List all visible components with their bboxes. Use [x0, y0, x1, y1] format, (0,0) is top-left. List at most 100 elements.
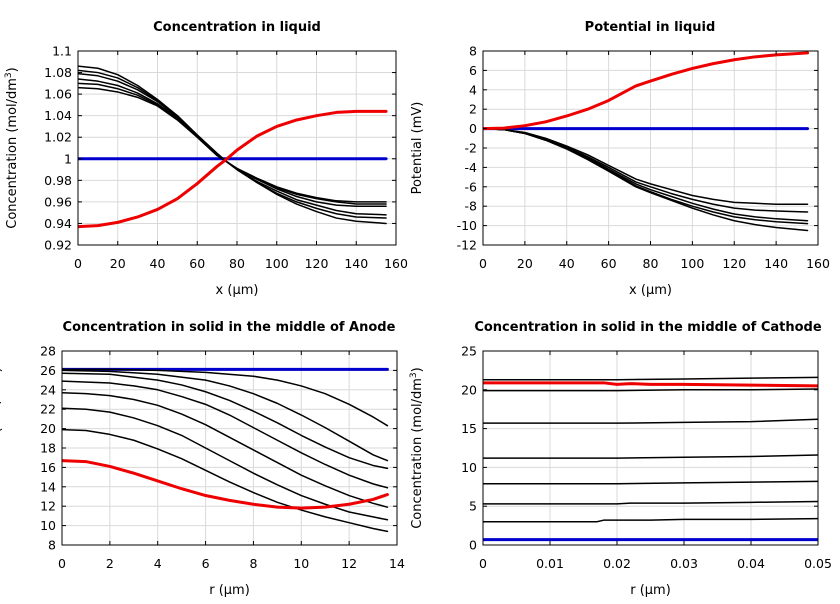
x-tick-label: 140	[344, 256, 368, 271]
x-tick-label: 20	[110, 256, 126, 271]
x-axis-label: r (µm)	[209, 583, 250, 598]
y-tick-label: 15	[461, 421, 477, 436]
y-tick-label: 25	[461, 344, 477, 359]
y-tick-label: 10	[40, 518, 56, 533]
chart-title: Potential in liquid	[585, 20, 716, 35]
x-tick-label: 10	[293, 556, 309, 571]
y-axis-label: Concentration (mol/dm3)	[4, 67, 20, 229]
series-line-t3	[483, 480, 818, 485]
y-tick-label: 1.08	[44, 65, 72, 80]
y-tick-label: -6	[465, 179, 478, 194]
y-tick-label: 26	[40, 363, 56, 378]
series-line-t2	[483, 500, 818, 505]
y-tick-label: 20	[461, 382, 477, 397]
x-axis-label: x (µm)	[216, 283, 259, 298]
y-tick-label: 12	[40, 499, 56, 514]
x-tick-label: 0	[58, 556, 66, 571]
x-axis-label: x (µm)	[629, 283, 672, 298]
series-line-t6	[78, 86, 387, 203]
x-tick-label: 0.05	[804, 556, 832, 571]
y-tick-label: 1.1	[52, 44, 72, 59]
series-line-t4	[483, 454, 818, 459]
x-tick-label: 80	[229, 256, 245, 271]
x-tick-label: 120	[305, 256, 329, 271]
x-tick-label: 40	[559, 256, 575, 271]
x-axis-label: r (µm)	[630, 583, 671, 598]
series-line-t3	[78, 72, 387, 216]
x-tick-label: 140	[764, 256, 788, 271]
x-tick-label: 160	[384, 256, 408, 271]
x-tick-label: 0	[479, 256, 487, 271]
y-tick-label: 1.02	[44, 130, 72, 145]
x-tick-label: 20	[517, 256, 533, 271]
y-tick-label: 0	[469, 121, 477, 136]
series-line-t-final	[78, 109, 388, 229]
x-tick-label: 0	[479, 556, 487, 571]
x-tick-label: 12	[341, 556, 357, 571]
series-line-t2	[62, 369, 389, 462]
y-tick-label: -10	[457, 218, 477, 233]
y-tick-label: 24	[40, 382, 56, 397]
series-line-t5	[62, 391, 389, 508]
series-line-t5	[78, 82, 387, 205]
y-tick-label: 0	[469, 538, 477, 553]
series-line-t1	[62, 368, 389, 427]
x-tick-label: 0.01	[536, 556, 564, 571]
y-tick-label: 28	[40, 344, 56, 359]
x-tick-label: 160	[806, 256, 830, 271]
panel-solid-anode: Concentration in solid in the middle of …	[0, 320, 405, 598]
y-axis-label-end: )	[0, 367, 4, 372]
y-tick-label: 0.96	[44, 194, 72, 209]
y-axis-label: Potential (mV)	[410, 102, 425, 195]
chart-title: Concentration in liquid	[153, 20, 321, 35]
y-tick-label: 16	[40, 460, 56, 475]
series-line-t4	[78, 78, 387, 207]
series-line-t7	[483, 376, 818, 381]
y-tick-label: 0.92	[44, 238, 72, 253]
y-tick-label: -4	[465, 160, 478, 175]
series-line-t5	[483, 418, 818, 424]
y-tick-label: -8	[465, 199, 478, 214]
chart-title: Concentration in solid in the middle of …	[474, 320, 822, 335]
series-line-t6	[483, 388, 818, 392]
series-line-t4	[62, 380, 389, 489]
x-tick-label: 40	[150, 256, 166, 271]
y-tick-label: 8	[469, 44, 477, 59]
y-tick-label: 2	[469, 102, 477, 117]
y-tick-label: 18	[40, 441, 56, 456]
x-tick-label: 80	[643, 256, 659, 271]
x-tick-label: 14	[389, 556, 405, 571]
y-axis-label: Concentration (mol/dm3)	[0, 367, 4, 529]
y-tick-label: -2	[465, 141, 477, 156]
x-tick-label: 6	[202, 556, 210, 571]
y-tick-label: 6	[469, 63, 477, 78]
series-line-t5	[483, 127, 809, 206]
x-tick-label: 120	[722, 256, 746, 271]
y-tick-label: 5	[469, 499, 477, 514]
series-line-t3	[483, 127, 809, 222]
y-tick-label: 10	[461, 460, 477, 475]
y-axis-label-superscript: 3	[409, 372, 419, 378]
y-axis-label: Concentration (mol/dm3)	[409, 367, 425, 529]
y-tick-label: 1.04	[44, 108, 72, 123]
series-line-t-final	[483, 51, 810, 131]
series-line-t1	[78, 65, 387, 225]
y-axis-label-end: )	[410, 367, 425, 372]
series-line-t4	[483, 127, 809, 213]
series-line-t2	[483, 127, 809, 225]
y-tick-label: 0.94	[44, 216, 72, 231]
x-tick-label: 100	[265, 256, 289, 271]
y-axis-label-superscript: 3	[4, 72, 14, 78]
y-tick-label: 14	[40, 479, 56, 494]
series-line-t1	[483, 517, 818, 523]
series-line-t1	[483, 127, 809, 232]
series-line-t7	[62, 428, 389, 533]
panel-potential-liquid: Potential in liquid 0 20 40 60 80 100 120 140 16…	[410, 20, 830, 298]
x-tick-label: 0	[74, 256, 82, 271]
series-line-t2	[78, 69, 387, 219]
x-tick-label: 0.02	[603, 556, 631, 571]
y-tick-label: 8	[48, 538, 56, 553]
y-tick-label: 1	[64, 151, 72, 166]
plot-frame	[482, 350, 819, 546]
